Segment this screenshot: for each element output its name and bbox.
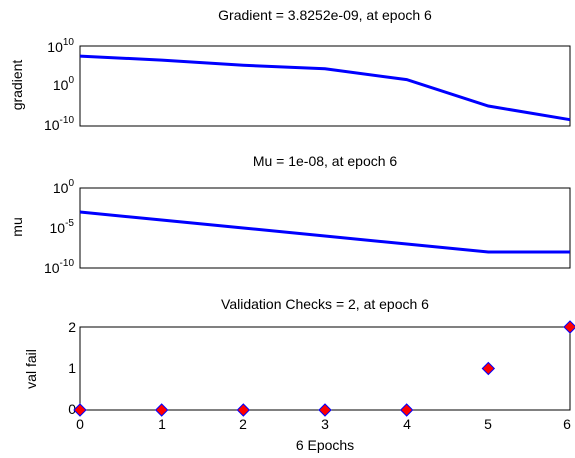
mu-ytick-bottom: 10-10: [44, 258, 74, 276]
validation-ytick-0: 0: [68, 401, 76, 417]
gradient-ytick-bottom: 10-10: [44, 115, 74, 133]
validation-ytick-1: 1: [68, 360, 76, 376]
mu-axes: [79, 187, 571, 269]
mu-ytick-mid: 10-5: [50, 218, 75, 236]
xtick-1: 1: [158, 416, 166, 432]
xtick-6: 6: [563, 416, 571, 432]
validation-panel: Validation Checks = 2, at epoch 6 val fa…: [23, 296, 575, 453]
validation-marker-epoch-5: [481, 361, 496, 376]
validation-axes: [79, 326, 571, 411]
validation-marker-epoch-3: [318, 403, 332, 417]
validation-marker-epoch-0: [73, 403, 87, 417]
gradient-panel: Gradient = 3.8252e-09, at epoch 6 gradie…: [9, 7, 571, 133]
gradient-ytick-mid: 100: [53, 75, 75, 93]
validation-markers: [73, 320, 575, 417]
validation-title: Validation Checks = 2, at epoch 6: [221, 296, 429, 312]
xtick-0: 0: [76, 416, 84, 432]
xtick-5: 5: [484, 416, 492, 432]
validation-marker-epoch-1: [154, 403, 169, 417]
x-axis-label: 6 Epochs: [296, 437, 354, 453]
xtick-2: 2: [239, 416, 247, 432]
mu-title: Mu = 1e-08, at epoch 6: [253, 153, 398, 169]
validation-marker-epoch-4: [399, 403, 414, 417]
gradient-ylabel: gradient: [9, 60, 25, 111]
validation-marker-epoch-6: [563, 320, 575, 334]
xtick-3: 3: [321, 416, 329, 432]
validation-marker-epoch-2: [236, 403, 251, 417]
validation-ytick-2: 2: [68, 319, 76, 335]
gradient-series-line: [79, 54, 571, 122]
mu-panel: Mu = 1e-08, at epoch 6 mu 100 10-5 10-10: [9, 153, 571, 276]
gradient-axes: [79, 45, 571, 127]
gradient-title: Gradient = 3.8252e-09, at epoch 6: [218, 7, 432, 23]
validation-ylabel: val fail: [23, 349, 39, 389]
mu-ytick-top: 100: [53, 178, 75, 196]
mu-series-line: [79, 210, 570, 254]
mu-ylabel: mu: [9, 217, 25, 236]
xtick-4: 4: [403, 416, 411, 432]
gradient-ytick-top: 1010: [47, 37, 74, 55]
